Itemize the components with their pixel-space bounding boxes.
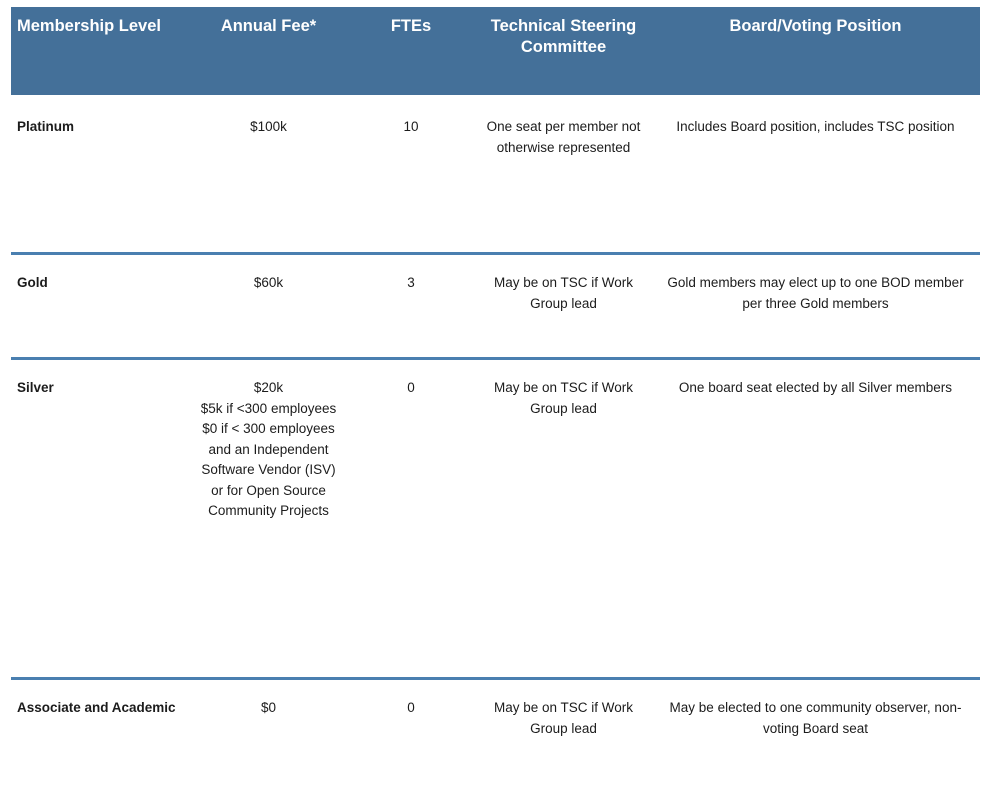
column-header-board-voting-position: Board/Voting Position xyxy=(651,7,980,95)
cell-ftes: 3 xyxy=(346,254,476,359)
cell-text: $0 xyxy=(197,698,340,719)
cell-ftes: 0 xyxy=(346,679,476,794)
cell-text: Platinum xyxy=(17,117,185,138)
cell-text: May be on TSC if Work Group lead xyxy=(482,698,645,739)
cell-text: Gold members may elect up to one BOD mem… xyxy=(657,273,974,314)
cell-membership-level: Gold xyxy=(11,254,191,359)
cell-text: $60k xyxy=(197,273,340,294)
cell-annual-fee: $0 xyxy=(191,679,346,794)
cell-board-voting-position: Includes Board position, includes TSC po… xyxy=(651,95,980,254)
cell-membership-level: Associate and Academic xyxy=(11,679,191,794)
cell-text: Silver xyxy=(17,378,185,399)
cell-text: May be elected to one community observer… xyxy=(657,698,974,739)
cell-ftes: 10 xyxy=(346,95,476,254)
cell-text: One board seat elected by all Silver mem… xyxy=(657,378,974,399)
cell-text: 0 xyxy=(352,698,470,719)
cell-annual-fee: $100k xyxy=(191,95,346,254)
cell-annual-fee: $60k xyxy=(191,254,346,359)
table-body: Platinum $100k 10 One seat per member no… xyxy=(11,95,980,794)
cell-text: $100k xyxy=(197,117,340,138)
cell-membership-level: Platinum xyxy=(11,95,191,254)
cell-board-voting-position: May be elected to one community observer… xyxy=(651,679,980,794)
column-header-annual-fee: Annual Fee* xyxy=(191,7,346,95)
column-header-membership-level: Membership Level xyxy=(11,7,191,95)
cell-text: May be on TSC if Work Group lead xyxy=(482,273,645,314)
cell-text: $20k $5k if <300 employees $0 if < 300 e… xyxy=(197,378,340,522)
column-header-technical-steering-committee: Technical Steering Committee xyxy=(476,7,651,95)
cell-technical-steering-committee: May be on TSC if Work Group lead xyxy=(476,254,651,359)
cell-text: May be on TSC if Work Group lead xyxy=(482,378,645,419)
cell-board-voting-position: One board seat elected by all Silver mem… xyxy=(651,359,980,679)
table-header: Membership Level Annual Fee* FTEs Techni… xyxy=(11,7,980,95)
table-row: Associate and Academic $0 0 May be on TS… xyxy=(11,679,980,794)
table-row: Gold $60k 3 May be on TSC if Work Group … xyxy=(11,254,980,359)
cell-board-voting-position: Gold members may elect up to one BOD mem… xyxy=(651,254,980,359)
cell-text: 0 xyxy=(352,378,470,399)
cell-text: Includes Board position, includes TSC po… xyxy=(657,117,974,138)
cell-text: One seat per member not otherwise repres… xyxy=(482,117,645,158)
membership-table-container: Membership Level Annual Fee* FTEs Techni… xyxy=(0,0,991,672)
column-header-ftes: FTEs xyxy=(346,7,476,95)
cell-annual-fee: $20k $5k if <300 employees $0 if < 300 e… xyxy=(191,359,346,679)
cell-technical-steering-committee: May be on TSC if Work Group lead xyxy=(476,679,651,794)
membership-levels-table: Membership Level Annual Fee* FTEs Techni… xyxy=(11,7,980,794)
table-header-row: Membership Level Annual Fee* FTEs Techni… xyxy=(11,7,980,95)
cell-text: Gold xyxy=(17,273,185,294)
cell-text: Associate and Academic xyxy=(17,698,185,719)
cell-membership-level: Silver xyxy=(11,359,191,679)
table-row: Platinum $100k 10 One seat per member no… xyxy=(11,95,980,254)
cell-technical-steering-committee: May be on TSC if Work Group lead xyxy=(476,359,651,679)
table-row: Silver $20k $5k if <300 employees $0 if … xyxy=(11,359,980,679)
cell-technical-steering-committee: One seat per member not otherwise repres… xyxy=(476,95,651,254)
cell-ftes: 0 xyxy=(346,359,476,679)
cell-text: 10 xyxy=(352,117,470,138)
cell-text: 3 xyxy=(352,273,470,294)
